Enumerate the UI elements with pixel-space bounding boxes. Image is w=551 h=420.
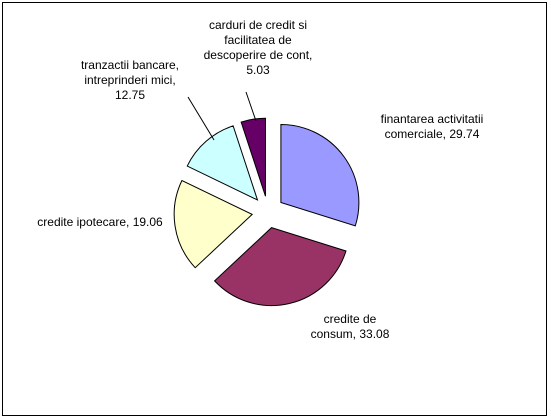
slice-label: credite ipotecare 19.06: [35, 215, 165, 230]
pie-slice: [213, 227, 347, 307]
pie-slice: [240, 117, 266, 197]
leader-line: [187, 96, 215, 141]
slice-label: carduri de credit si facilitatea de desc…: [202, 18, 314, 78]
category-label: tranzactii bancare, intreprinderi mici: [81, 58, 179, 87]
category-label: finantarea activitatii comerciale: [381, 112, 484, 141]
category-label: carduri de credit si facilitatea de desc…: [204, 18, 313, 62]
pie-slice: [173, 179, 254, 269]
value-label: 29.74: [449, 127, 480, 141]
value-label: 5.03: [246, 63, 270, 77]
value-label: 12.75: [114, 88, 146, 102]
pie-slice: [280, 124, 360, 227]
slice-label: finantarea activitatii comerciale 29.74: [377, 112, 487, 142]
value-label: 19.06: [132, 215, 163, 229]
slice-label: credite de consum 33.08: [310, 312, 390, 342]
slice-label: tranzactii bancare, intreprinderi mici 1…: [75, 58, 185, 103]
leader-line: [245, 91, 257, 122]
chart-border: [2, 2, 547, 416]
category-label: credite ipotecare: [37, 215, 129, 229]
value-label: 33.08: [359, 327, 390, 341]
pie-slice: [186, 125, 259, 201]
